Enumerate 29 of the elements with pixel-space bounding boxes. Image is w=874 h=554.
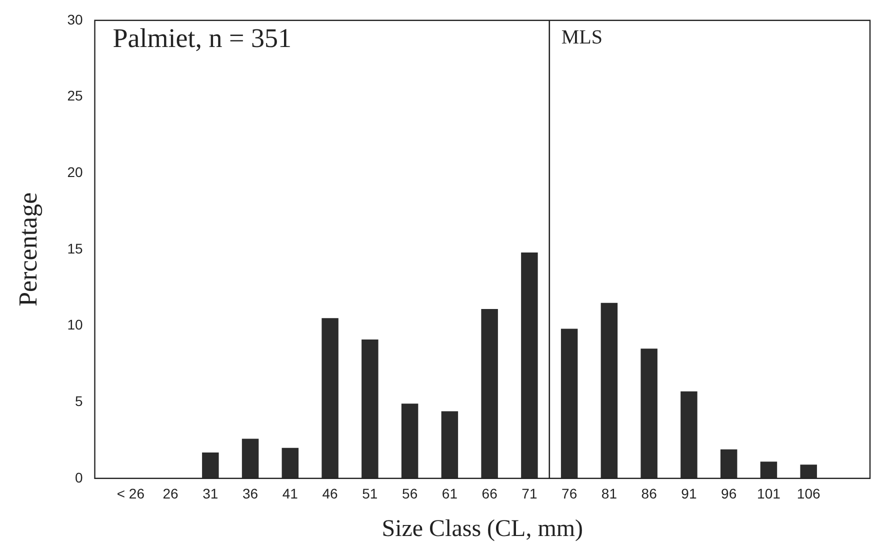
x-tick-label: 101 — [757, 486, 781, 502]
ref-line-label: MLS — [561, 26, 603, 49]
x-tick-label: 81 — [601, 486, 618, 502]
x-tick-label: 86 — [641, 486, 658, 502]
x-tick-label: 106 — [796, 486, 820, 502]
x-tick-label: 36 — [242, 486, 258, 502]
y-tick-label: 10 — [67, 316, 83, 333]
x-tick-label: 96 — [721, 486, 737, 502]
x-tick-label: 31 — [202, 486, 218, 502]
y-tick-label: 5 — [74, 392, 83, 409]
x-tick-label: 41 — [282, 486, 298, 502]
y-tick-label: 20 — [67, 164, 83, 180]
chart-title: Palmiet, n = 351 — [112, 22, 292, 53]
x-tick-label: 66 — [482, 486, 498, 502]
x-tick-label: 56 — [402, 486, 418, 502]
y-tick-label: 30 — [67, 11, 83, 28]
y-tick-label: 25 — [67, 88, 83, 104]
x-tick-label: 76 — [562, 486, 578, 502]
x-tick-label: 26 — [162, 486, 179, 502]
y-tick-label: 15 — [67, 240, 83, 256]
y-axis-title: Percentage — [13, 192, 42, 306]
y-tick-label: 0 — [74, 469, 83, 486]
x-tick-label: 51 — [362, 486, 378, 502]
x-tick-label: < 26 — [116, 486, 145, 502]
x-tick-label: 91 — [681, 486, 697, 502]
x-tick-label: 61 — [442, 486, 458, 502]
x-axis-title: Size Class (CL, mm) — [382, 516, 584, 542]
x-tick-label: 71 — [522, 486, 538, 502]
x-tick-label: 46 — [322, 486, 338, 502]
